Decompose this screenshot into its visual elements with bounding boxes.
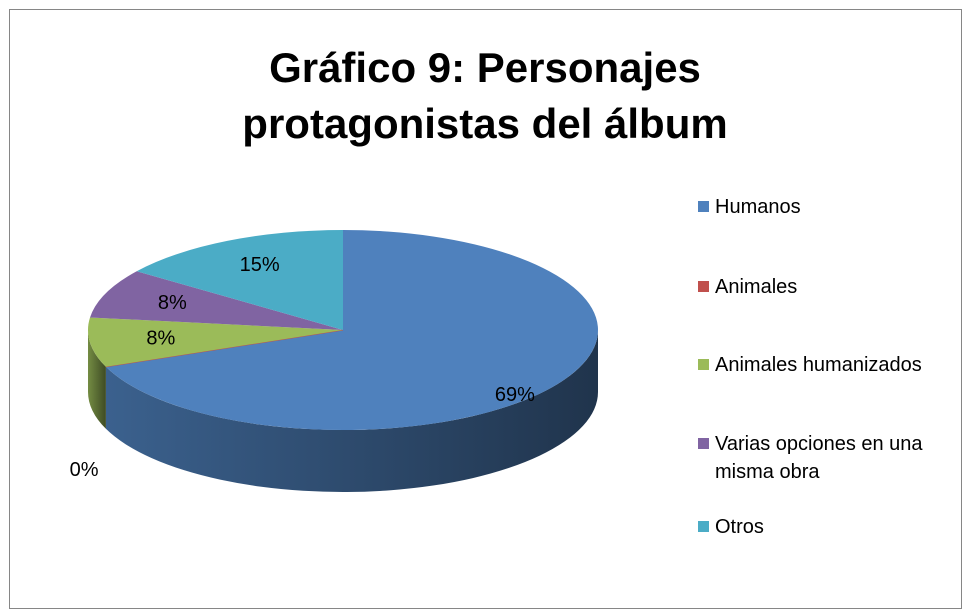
data-label: 69% xyxy=(495,384,535,406)
legend-label: Animales humanizados xyxy=(715,354,922,376)
legend-swatch xyxy=(698,521,709,532)
legend-label: Animales xyxy=(715,276,798,298)
legend-item: Varias opciones en una misma obra xyxy=(698,430,973,486)
slice xyxy=(136,230,343,330)
slice xyxy=(90,271,344,330)
legend-item: Humanos xyxy=(698,193,973,221)
legend-swatch xyxy=(698,201,709,212)
data-label: 8% xyxy=(146,327,175,349)
data-label: 15% xyxy=(240,254,280,276)
slice-side xyxy=(105,330,599,492)
legend-swatch xyxy=(698,359,709,370)
data-label: 0% xyxy=(70,459,99,481)
legend-label: Otros xyxy=(715,516,764,538)
legend-swatch xyxy=(698,281,709,292)
data-label: 8% xyxy=(158,292,187,314)
legend-item: Animales humanizados xyxy=(698,351,973,379)
chart-title: Gráfico 9: Personajes protagonistas del … xyxy=(242,44,728,147)
slice xyxy=(87,317,343,367)
legend-item: Animales xyxy=(698,273,973,301)
slice-side xyxy=(88,330,106,429)
legend-label: Varias opciones en una misma obra xyxy=(715,433,923,483)
legend-item: Otros xyxy=(698,513,973,541)
slice xyxy=(105,230,599,430)
legend-swatch xyxy=(698,438,709,449)
legend-label: Humanos xyxy=(715,196,801,218)
